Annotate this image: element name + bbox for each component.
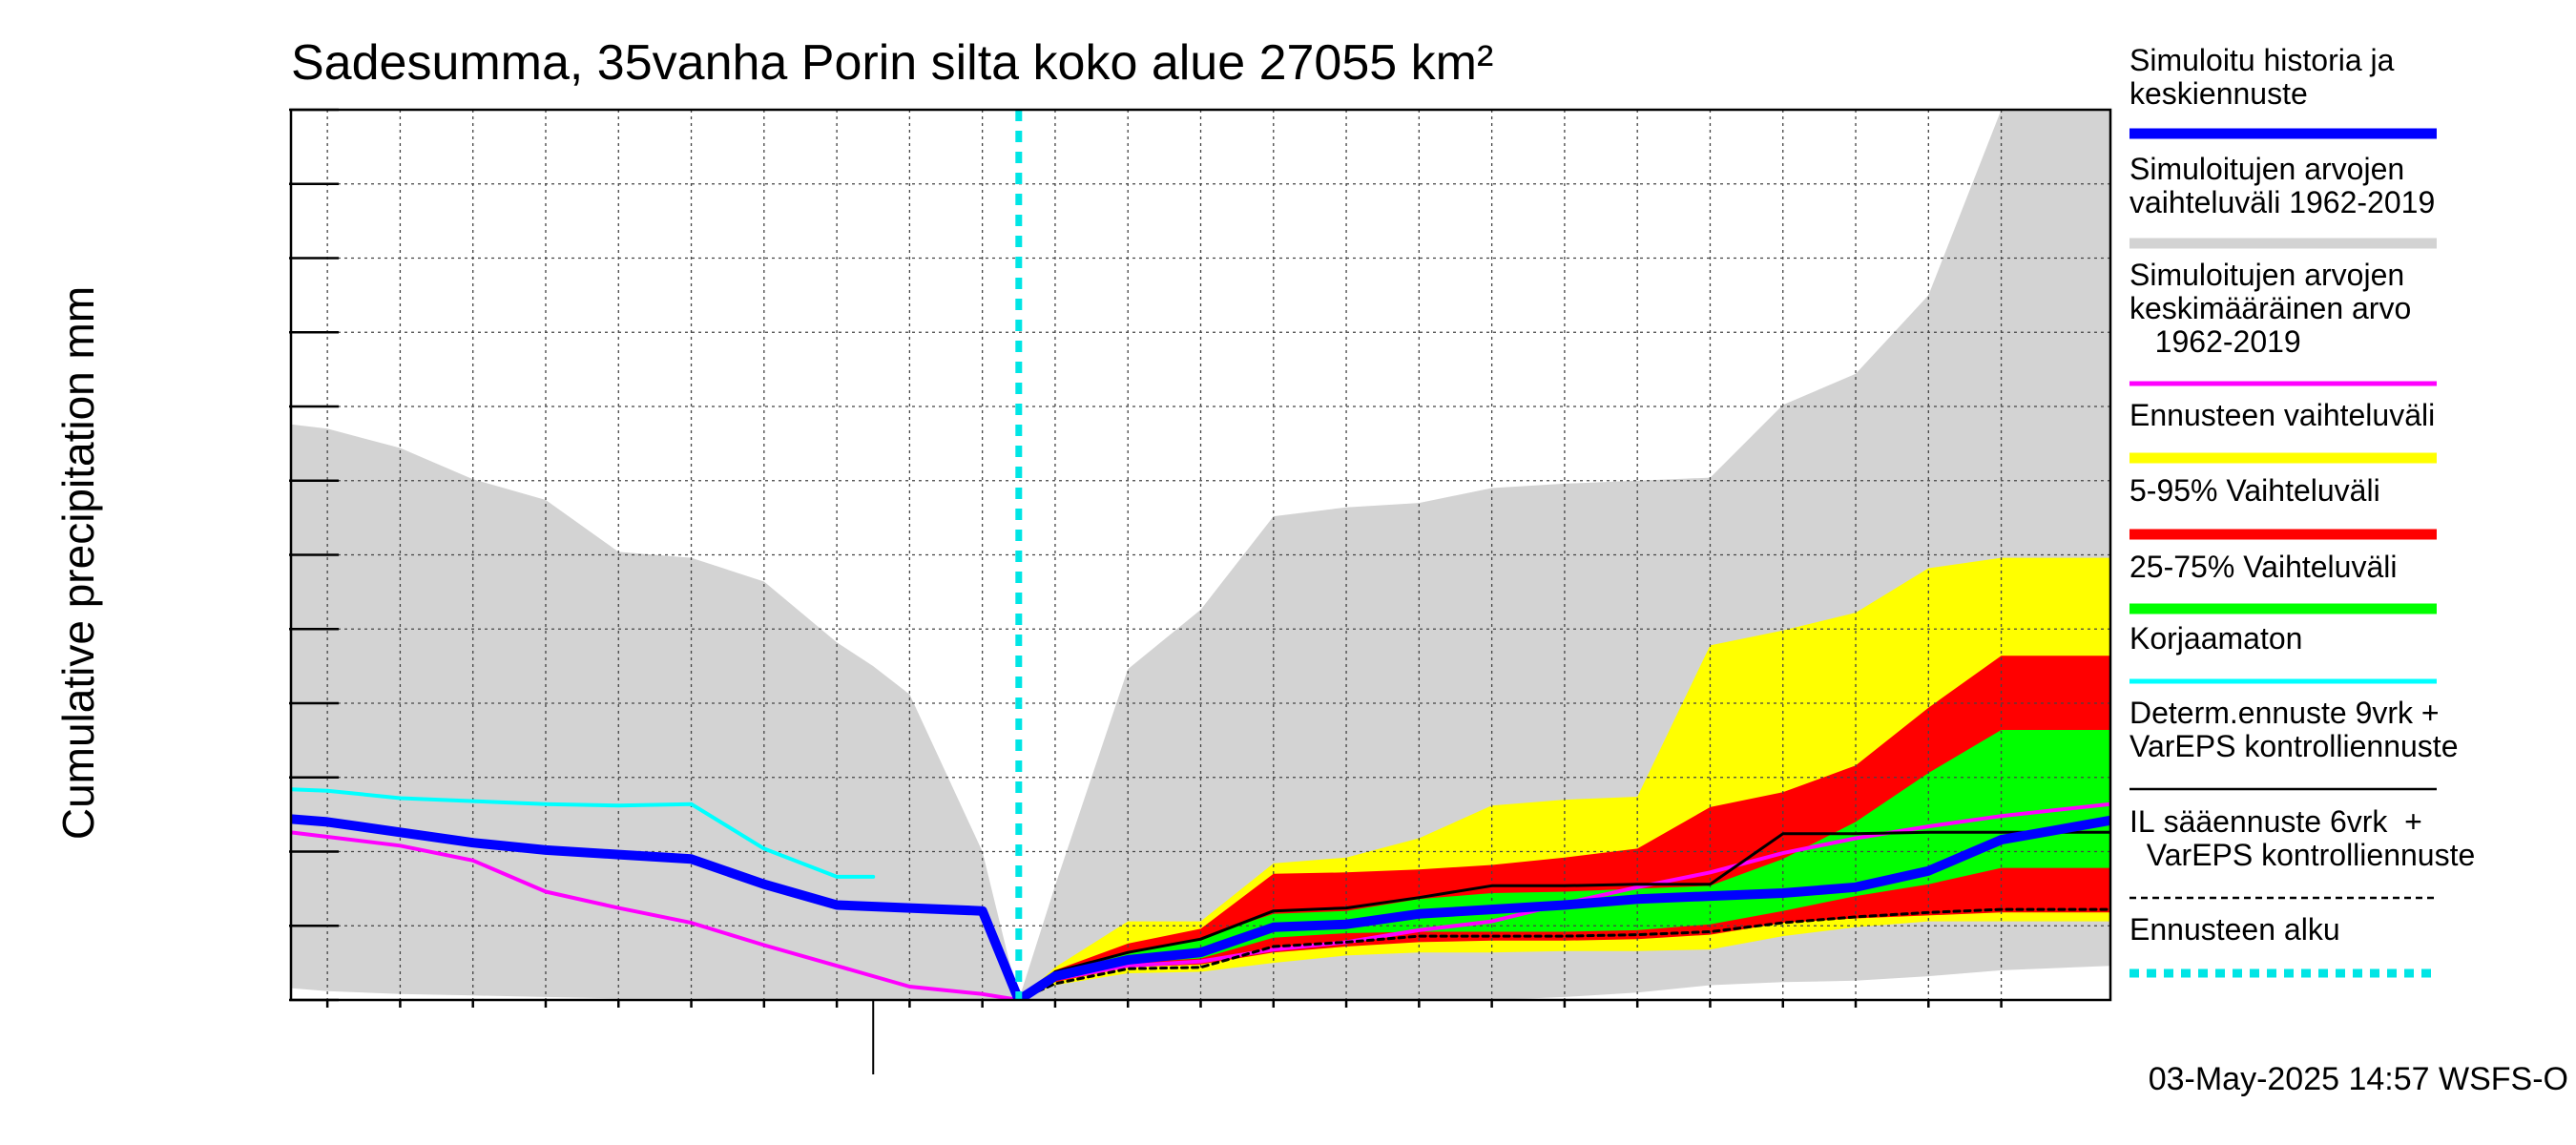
legend-label: Ennusteen vaihteluväli — [2129, 398, 2435, 432]
chart-title: Sadesumma, 35vanha Porin silta koko alue… — [291, 35, 1493, 91]
legend-label: Determ.ennuste 9vrk + — [2129, 696, 2440, 730]
legend-label: 1962-2019 — [2129, 324, 2301, 359]
plot-lines — [291, 110, 2110, 1000]
line-simulated — [291, 814, 2110, 1000]
line-determ-forecast — [1017, 830, 2110, 1000]
legend-label: 5-95% Vaihteluväli — [2129, 473, 2380, 508]
legend-label: Ennusteen alku — [2129, 912, 2340, 947]
band-p25_75 — [1018, 730, 2110, 1000]
legend-label: VarEPS kontrolliennuste — [2129, 729, 2458, 763]
legend-label: 25-75% Vaihteluväli — [2129, 550, 2397, 584]
legend-label: Simuloitujen arvojen — [2129, 258, 2404, 292]
legend-label: Simuloitujen arvojen — [2129, 152, 2404, 186]
line-uncorrected — [291, 787, 876, 879]
legend-label: VarEPS kontrolliennuste — [2129, 838, 2475, 872]
legend-label: keskimääräinen arvo — [2129, 291, 2411, 325]
legend-label: Simuloitu historia ja — [2129, 43, 2395, 77]
y-axis-label: Cumulative precipitation mm — [53, 286, 103, 840]
line-mean — [291, 802, 2110, 1000]
line-il-forecast — [1017, 907, 2110, 1000]
axes — [289, 108, 2112, 1074]
timestamp-footer: 03-May-2025 14:57 WSFS-O — [2149, 1061, 2568, 1097]
legend-label: IL sääennuste 6vrk + — [2129, 804, 2422, 839]
legend-label: Korjaamaton — [2129, 621, 2302, 656]
legend-label: keskiennuste — [2129, 76, 2308, 111]
legend-label: vaihteluväli 1962-2019 — [2129, 185, 2435, 219]
